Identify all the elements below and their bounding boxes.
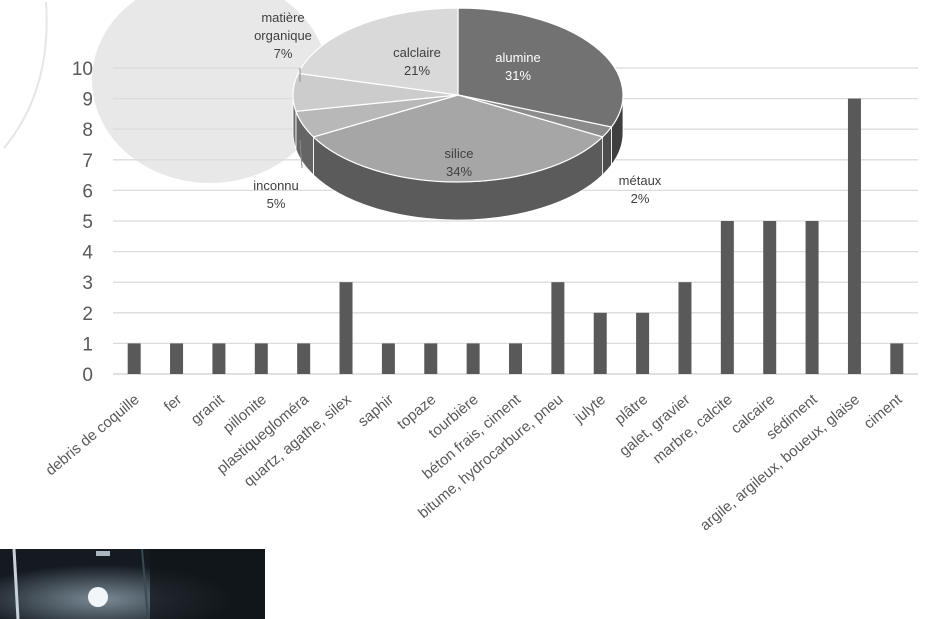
bars [127, 98, 904, 374]
x-axis-tick-labels: debris de coquille fer granitpilloniteplas… [42, 391, 906, 535]
background-ellipse [92, 0, 328, 183]
bar-2 [212, 343, 226, 374]
y-tick-label-8: 8 [82, 120, 93, 141]
y-tick-label-6: 6 [82, 181, 93, 202]
y-tick-label-5: 5 [82, 212, 93, 233]
bar-16 [805, 221, 819, 374]
photo-rod [12, 549, 20, 619]
photo-dark-panel [150, 549, 265, 619]
y-tick-label-4: 4 [82, 243, 93, 264]
x-tick-label-11: julyte [570, 391, 609, 427]
y-tick-label-10: 10 [72, 59, 93, 80]
x-tick-label-18: ciment [861, 391, 906, 433]
pie-slice-5 [297, 7, 459, 96]
x-tick-label-6: saphir [355, 391, 397, 430]
y-tick-label-3: 3 [82, 273, 93, 294]
bar-3 [254, 343, 268, 374]
bar-5 [339, 282, 353, 374]
y-tick-label-1: 1 [82, 334, 93, 355]
x-tick-label-0: debris de coquille [42, 391, 142, 479]
pie-chart-3d: alumine 31% métaux 2% silice 34% inconnu 5% mati… [253, 7, 662, 221]
bar-9 [509, 343, 522, 374]
bar-7 [424, 343, 438, 374]
y-tick-label-7: 7 [82, 151, 93, 172]
bar-6 [381, 343, 395, 374]
pie-label-3: inconnu 5% [253, 178, 299, 211]
pie-label-5: calclaire 21% [393, 45, 441, 78]
bar-13 [678, 282, 692, 374]
photo-frame-edge [141, 549, 149, 619]
pie-leader-inconnu [299, 139, 303, 169]
bar-11 [593, 312, 607, 374]
pie-label-4: matière organique 7% [254, 10, 312, 61]
pie-slice-2 [312, 94, 604, 183]
bar-18 [890, 343, 904, 374]
photo-light-spot [88, 587, 108, 607]
bar-14 [720, 221, 734, 374]
bar-4 [297, 343, 311, 374]
photo-thumbnail [0, 549, 265, 619]
background-arc [3, 1, 48, 149]
photo-glass-edge [96, 551, 110, 556]
pie-slice-labels: alumine 31% métaux 2% silice 34% inconnu 5% mati… [253, 10, 662, 211]
y-tick-label-0: 0 [82, 365, 93, 386]
y-axis-tick-labels: 0 1 2 3 4 5 6 7 8 9 10 [72, 59, 94, 386]
pie-slice-0 [457, 7, 624, 128]
y-tick-label-9: 9 [82, 90, 93, 111]
bar-17 [847, 98, 861, 374]
bar-12 [636, 312, 650, 374]
bar-0 [127, 343, 141, 374]
pie-top-slices [292, 7, 624, 183]
bar-8 [466, 343, 480, 374]
bar-15 [763, 221, 777, 374]
bar-1 [170, 343, 184, 374]
pie-label-2: silice 34% [445, 146, 474, 179]
bar-10 [551, 282, 565, 374]
x-tick-label-1: fer [161, 391, 185, 415]
pie-label-1: métaux 2% [619, 173, 662, 206]
pie-label-0: alumine 31% [495, 50, 541, 83]
y-tick-label-2: 2 [82, 304, 93, 325]
